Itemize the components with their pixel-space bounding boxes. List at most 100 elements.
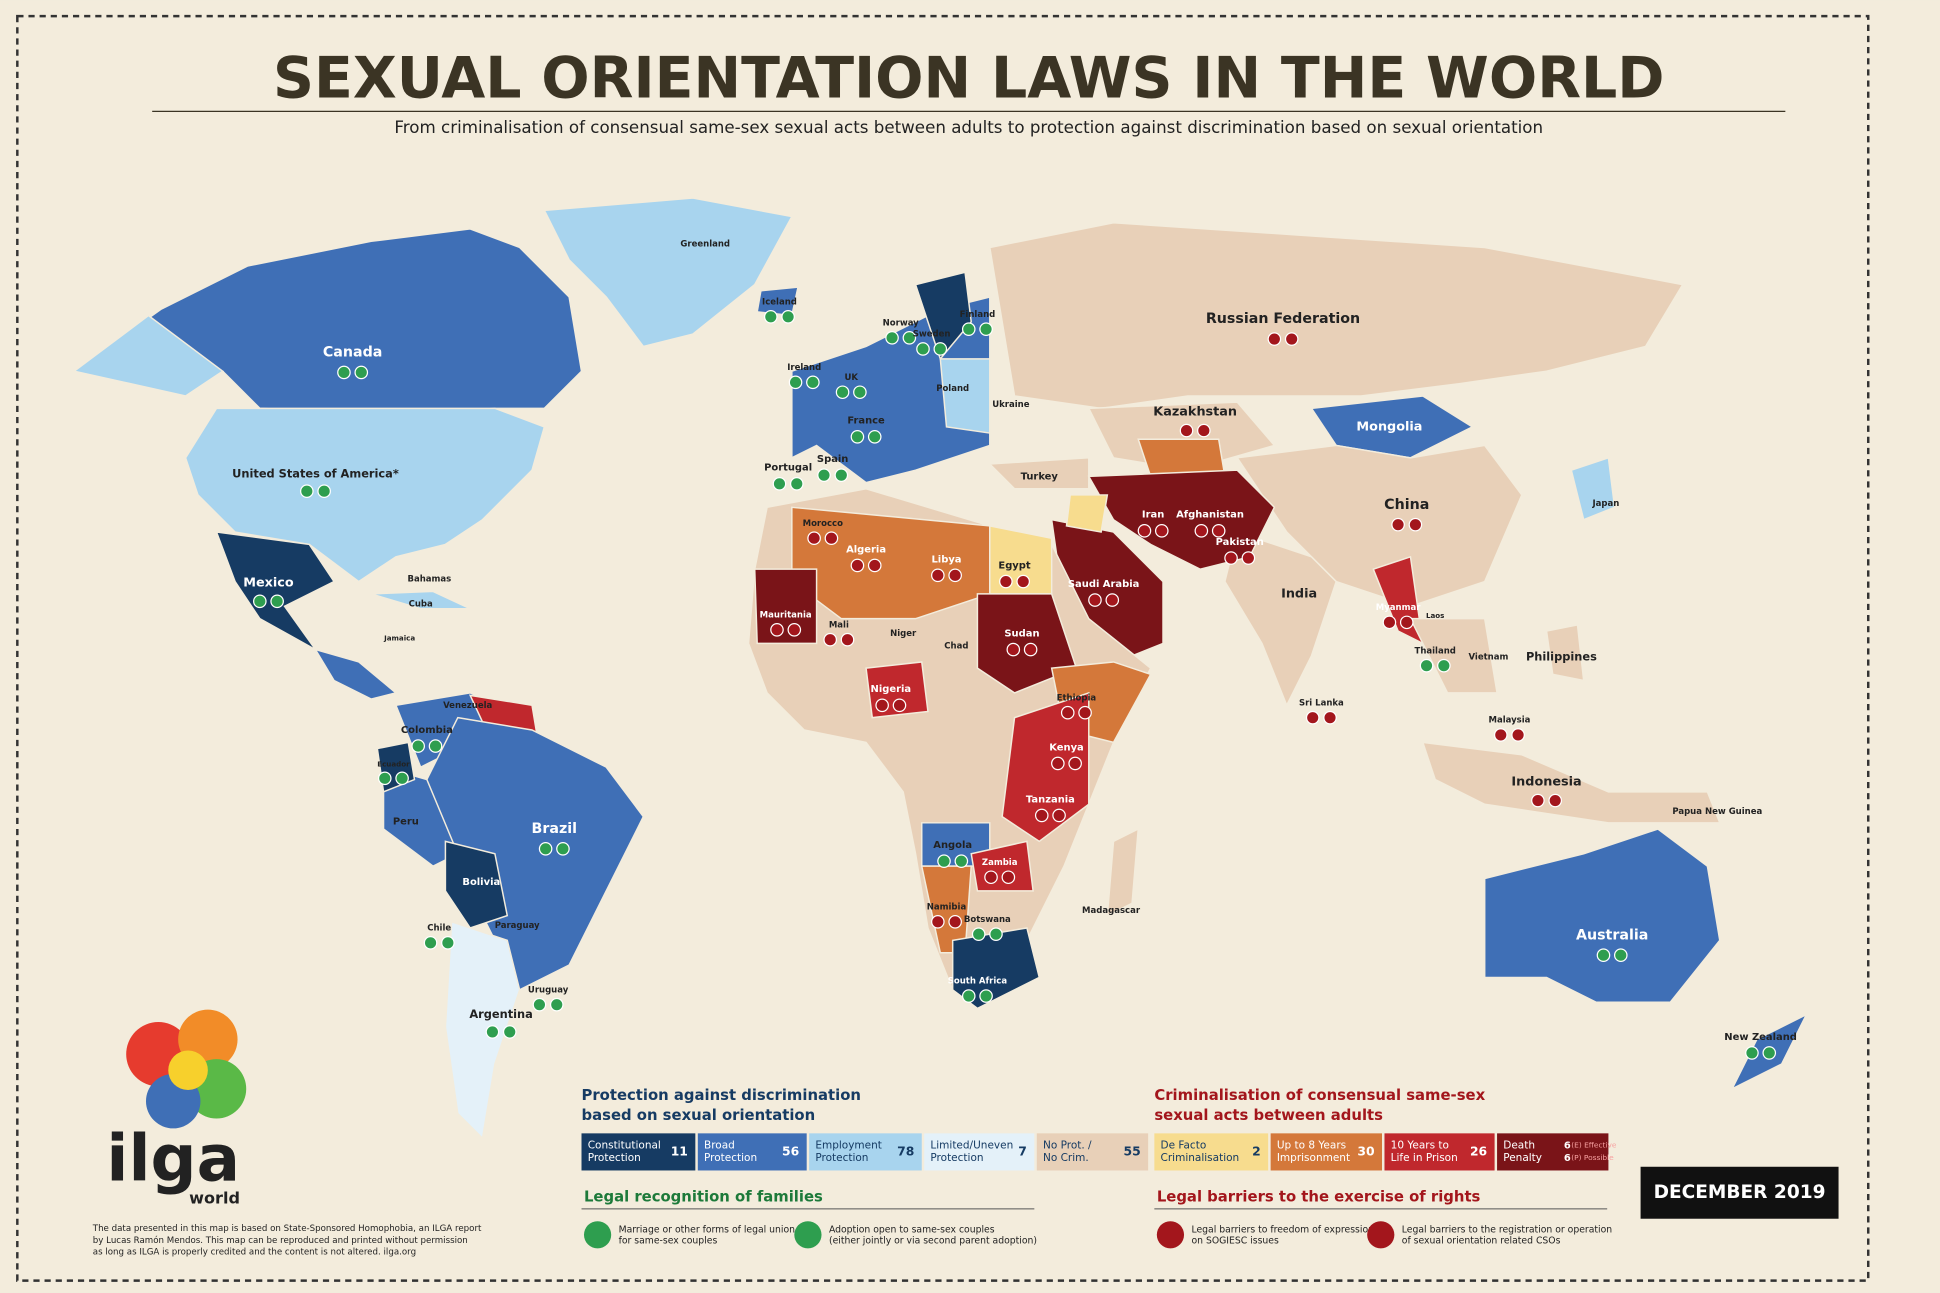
legend-swatch — [1497, 1133, 1609, 1171]
law-icon — [1051, 756, 1065, 771]
law-icon — [807, 531, 821, 546]
law-icon — [853, 385, 867, 400]
legend-count: 11 — [671, 1144, 688, 1158]
country-label: Angola — [933, 840, 972, 851]
law-icon — [538, 841, 553, 856]
law-icon — [1068, 756, 1082, 771]
country-label: Colombia — [401, 725, 453, 736]
legend-label: 10 Years to — [1391, 1140, 1449, 1152]
region — [753, 568, 818, 645]
law-icon — [902, 331, 917, 345]
legend-count: 30 — [1357, 1144, 1375, 1158]
country-label: Pakistan — [1216, 537, 1264, 548]
country-label: Niger — [890, 629, 917, 639]
country-label: Vietnam — [1468, 653, 1508, 663]
law-icon — [1408, 517, 1423, 532]
logo-sub: world — [189, 1188, 240, 1207]
country-label: Bahamas — [407, 575, 451, 585]
legend: Protection against discrimination based o… — [581, 1087, 1617, 1249]
logo-name: ilga — [106, 1122, 240, 1197]
country-label: Algeria — [846, 544, 886, 555]
law-icon — [1105, 593, 1120, 607]
region — [1106, 827, 1140, 917]
law-icon — [1284, 332, 1299, 346]
country-label: Norway — [883, 318, 920, 328]
law-icon — [300, 484, 314, 499]
law-icon — [770, 622, 784, 637]
law-icon — [916, 342, 930, 356]
law-icon — [933, 342, 948, 356]
law-icon — [999, 574, 1013, 589]
country-label: Ukraine — [992, 400, 1030, 410]
legend-swatch — [1036, 1133, 1149, 1171]
legend-label: (either jointly or via second parent ado… — [829, 1235, 1037, 1246]
country-label: Kazakhstan — [1153, 405, 1237, 420]
legend-label: Broad — [704, 1140, 735, 1152]
legend-title: Legal barriers to the exercise of rights — [1157, 1189, 1481, 1206]
country-label: Greenland — [680, 239, 730, 249]
legend-note: (P) Possible — [1571, 1153, 1614, 1162]
law-icon — [1493, 728, 1508, 742]
law-icon — [931, 914, 945, 929]
footer-note: The data presented in this map is based … — [92, 1224, 482, 1234]
legend-swatch — [581, 1133, 696, 1171]
logo-shape — [168, 1050, 208, 1091]
law-icon — [823, 632, 837, 647]
law-icon — [954, 854, 969, 868]
law-icon — [788, 375, 803, 390]
legend-label: Employment — [815, 1140, 882, 1152]
legend-title: sexual acts between adults — [1154, 1107, 1383, 1124]
country-label: Afghanistan — [1176, 510, 1244, 521]
legend-label: for same-sex couples — [619, 1235, 718, 1246]
legend-label: De Facto — [1161, 1140, 1207, 1152]
country-label: Thailand — [1415, 646, 1456, 656]
legend-label: Protection — [815, 1152, 868, 1164]
law-icon — [317, 484, 331, 499]
legend-title: Protection against discrimination — [582, 1087, 861, 1104]
law-icon — [789, 476, 804, 491]
law-icon — [1382, 615, 1397, 630]
law-icon — [253, 594, 267, 609]
region — [1065, 494, 1109, 533]
country-label: Chile — [427, 923, 451, 933]
country-label: Egypt — [998, 560, 1030, 571]
legend-label: Up to 8 Years — [1277, 1140, 1346, 1152]
country-label: Madagascar — [1082, 906, 1141, 916]
law-icon — [485, 1025, 500, 1039]
law-icon — [1531, 793, 1545, 808]
legend-icon — [1156, 1221, 1185, 1249]
country-label: Zambia — [982, 858, 1018, 868]
law-icon — [948, 914, 962, 929]
law-icon — [1137, 524, 1152, 538]
law-icon — [989, 927, 1003, 941]
country-label: Indonesia — [1511, 774, 1581, 789]
law-icon — [850, 429, 865, 444]
country-label: South Africa — [948, 977, 1008, 987]
footer-note: by Lucas Ramón Mendos. This map can be r… — [93, 1235, 468, 1246]
footer-note: as long as ILGA is properly credited and… — [93, 1248, 416, 1258]
law-icon — [1088, 593, 1102, 607]
legend-swatch — [1384, 1133, 1495, 1171]
legend-label: Marriage or other forms of legal union — [619, 1224, 796, 1235]
law-icon — [395, 771, 409, 786]
law-icon — [961, 322, 976, 336]
country-label: Libya — [931, 554, 961, 565]
country-label: Paraguay — [495, 921, 540, 931]
legend-label: Limited/Uneven — [930, 1140, 1013, 1152]
country-label: India — [1281, 586, 1317, 601]
region — [1310, 395, 1474, 459]
law-icon — [824, 531, 839, 546]
country-label: Argentina — [469, 1007, 532, 1021]
region — [1570, 456, 1616, 521]
law-icon — [763, 309, 778, 324]
country-label: China — [1384, 497, 1429, 513]
law-icon — [817, 468, 831, 482]
country-label: Ethiopia — [1057, 693, 1097, 703]
legend-icon — [1367, 1221, 1395, 1249]
legend-count: 7 — [1018, 1144, 1027, 1158]
legend-label: Adoption open to same-sex couples — [829, 1224, 995, 1235]
title: SEXUAL ORIENTATION LAWS IN THE WORLD — [273, 45, 1665, 111]
law-icon — [971, 927, 986, 941]
legend-label: Protection — [930, 1152, 983, 1164]
legend-count: 6 — [1564, 1153, 1571, 1164]
